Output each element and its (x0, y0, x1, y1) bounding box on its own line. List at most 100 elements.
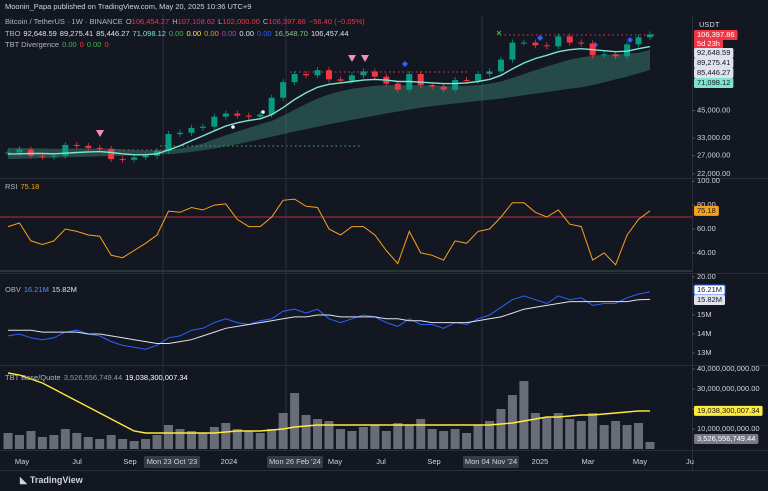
rsi-legend: RSI 75.18 (5, 182, 42, 191)
ohlc-label: L (218, 17, 223, 26)
bar (164, 425, 173, 449)
indicator-value: 85,446.27 (96, 29, 130, 38)
countdown-box: 5d 23h (694, 39, 723, 49)
value-box-text: 71,098.12 (697, 78, 730, 87)
change: −56.40 (−0.05%) (308, 17, 365, 26)
tbo-legend: TBO 92,648.59 89,275.41 85,446.27 71,098.12 0… (5, 29, 352, 38)
candle (142, 155, 149, 158)
bar (462, 433, 472, 449)
candle (429, 85, 436, 87)
indicator-value: 16.21M (23, 285, 49, 294)
x-tick-label: Mon 26 Feb '24 (269, 457, 321, 466)
candle (532, 42, 539, 46)
indicator-value: 0.00 (186, 29, 202, 38)
bar (519, 381, 529, 449)
bar (358, 427, 368, 449)
time-box (144, 456, 200, 468)
series-line (7, 45, 651, 156)
candle (16, 149, 23, 153)
time-box (463, 456, 519, 468)
value-box-text: 85,446.27 (697, 68, 730, 77)
candle (348, 75, 355, 81)
candle (326, 70, 332, 80)
y-tick-label: 13M (697, 348, 712, 357)
bar (634, 423, 644, 449)
bar (565, 419, 575, 449)
indicator-name: OBV (5, 285, 21, 294)
candle (108, 148, 115, 160)
symbol: Bitcoin / TetherUS · 1W · BINANCE (5, 17, 123, 26)
price-box-bg (694, 30, 738, 40)
bar (95, 439, 105, 449)
triangle (361, 55, 369, 62)
pane-separators (0, 15, 768, 471)
ohlc-value: 106,454.27 (131, 17, 170, 26)
bar (221, 423, 231, 449)
ohlc-label: C (262, 17, 269, 26)
candle (566, 36, 573, 43)
candle (222, 113, 229, 117)
footer: ◣ TradingView (20, 475, 83, 486)
candle (39, 155, 46, 157)
y-tick-label: 10,000,000,000.00 (697, 424, 760, 433)
indicator-value: 0.00 (168, 29, 184, 38)
bar (198, 433, 208, 449)
indicator-value: 0 (104, 40, 109, 49)
value-box: 92,648.59 (694, 48, 734, 58)
price-legend: Bitcoin / TetherUS · 1W · BINANCE O106,45… (5, 17, 368, 26)
dot (231, 125, 235, 129)
candle (486, 71, 493, 74)
candle (578, 42, 585, 44)
footer-text: TradingView (29, 475, 83, 485)
bar (588, 413, 598, 449)
cloud (8, 49, 650, 160)
bar (267, 429, 277, 449)
value-box-bg (694, 434, 759, 444)
bar (26, 431, 36, 449)
bar (14, 435, 24, 449)
bar (622, 425, 632, 449)
bar (473, 425, 483, 449)
x-tick-label: Mon 23 Oct '23 (147, 457, 198, 466)
candle (280, 82, 287, 98)
candle (475, 73, 482, 81)
bar (485, 421, 494, 449)
candle (612, 54, 619, 57)
bar (313, 419, 323, 449)
bar (404, 425, 414, 449)
x-tick-label: May (328, 457, 342, 466)
candle (394, 83, 401, 90)
series-line (8, 298, 651, 344)
price-box-text: 106,397.86 (697, 30, 735, 39)
logo: ◣ (20, 475, 27, 485)
diamond (537, 35, 543, 41)
y-tick-label: 27,000.00 (697, 151, 730, 160)
value-box-text: 15.82M (697, 295, 722, 304)
countdown-box-text: 5d 23h (697, 39, 720, 48)
candle (543, 45, 550, 47)
value-box-text: 16.21M (697, 285, 722, 294)
candle (497, 59, 504, 72)
bar (106, 435, 116, 449)
bar (37, 437, 47, 449)
x-tick-label: Ju (686, 457, 694, 466)
value-box: 75.18 (694, 206, 719, 216)
indicator-value: 75.18 (20, 182, 40, 191)
bar (416, 419, 426, 449)
candle (509, 42, 516, 60)
bar (507, 395, 517, 449)
y-tick-label: 22,000.00 (697, 169, 730, 178)
price-box: 106,397.86 (694, 30, 738, 40)
candle (5, 152, 11, 154)
bar (118, 439, 128, 449)
y-tick-label: 40.00 (697, 248, 716, 257)
bar (301, 415, 311, 449)
value-box-bg (694, 68, 734, 78)
candle (635, 37, 642, 45)
y-tick-label: 45,000.00 (697, 106, 730, 115)
diamond (627, 37, 633, 43)
bar (175, 429, 185, 449)
value-box: 71,098.12 (694, 78, 734, 88)
